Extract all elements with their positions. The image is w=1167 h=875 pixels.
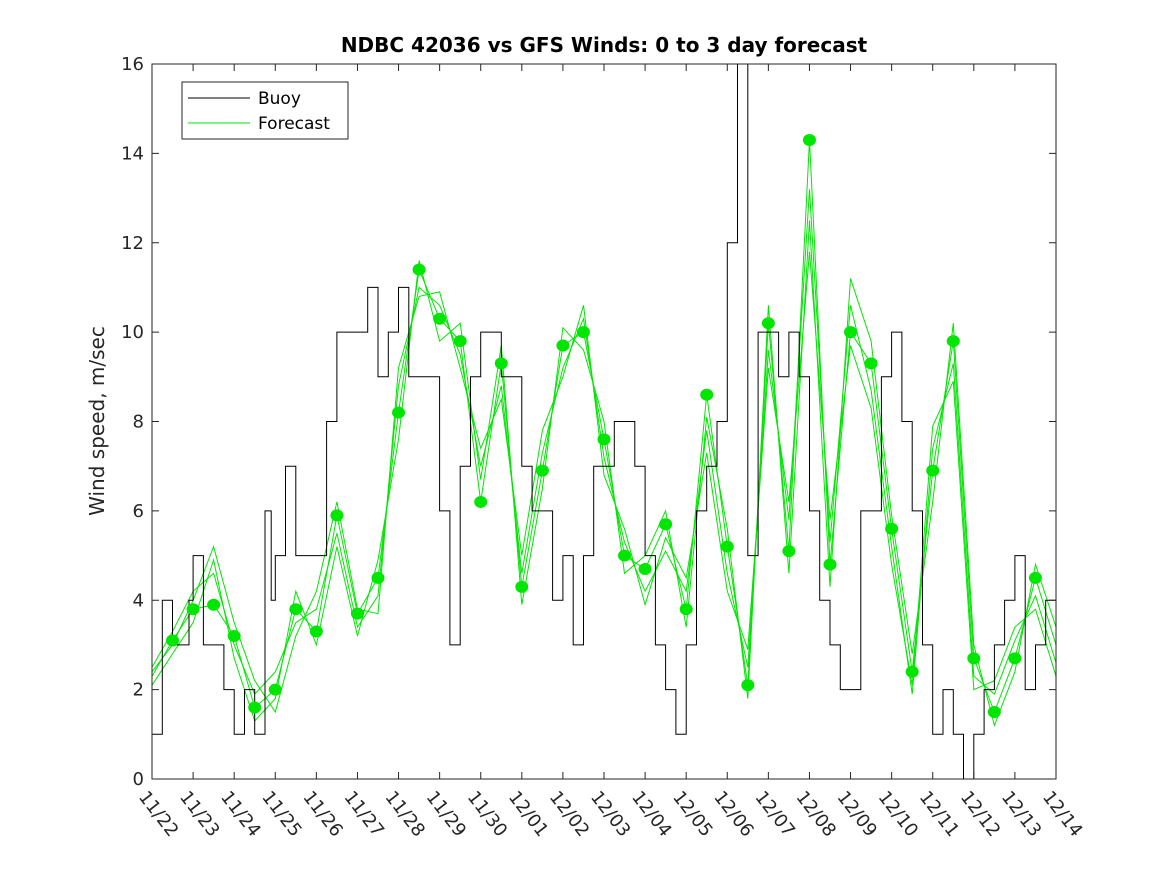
forecast-point <box>987 705 1001 718</box>
forecast-point <box>412 263 426 276</box>
y-axis-label: Wind speed, m/sec <box>85 326 109 516</box>
forecast-point <box>248 701 262 714</box>
plot-series <box>151 63 1057 780</box>
forecast-point <box>371 571 385 584</box>
y-tick-label: 8 <box>133 412 144 433</box>
forecast-point <box>926 464 940 477</box>
forecast-point <box>474 495 488 508</box>
legend: Buoy Forecast <box>181 81 349 140</box>
forecast-point <box>453 335 467 348</box>
forecast-point <box>905 665 919 678</box>
forecast-point <box>823 558 837 571</box>
forecast-point <box>166 634 180 647</box>
y-tick-label: 2 <box>133 680 144 701</box>
forecast-point <box>844 326 858 339</box>
y-tick-label: 16 <box>121 54 144 75</box>
forecast-point <box>227 630 241 642</box>
forecast-point <box>638 562 652 575</box>
forecast-point <box>392 406 406 419</box>
forecast-point <box>700 388 714 401</box>
forecast-point <box>802 133 816 146</box>
forecast-point <box>618 549 632 562</box>
y-axis: 0 2 4 6 8 10 12 14 16 <box>121 54 1056 790</box>
forecast-point <box>330 509 344 522</box>
forecast-point <box>576 326 590 339</box>
forecast-point <box>535 464 549 477</box>
forecast-point <box>350 607 364 620</box>
forecast-point <box>741 679 755 692</box>
forecast-point <box>761 317 775 330</box>
forecast-point <box>268 683 282 696</box>
forecast-point <box>556 339 570 352</box>
legend-label-forecast: Forecast <box>258 114 330 134</box>
forecast-point <box>494 357 508 370</box>
forecast-point <box>433 312 447 325</box>
y-tick-label: 12 <box>121 233 144 254</box>
forecast-point <box>597 433 611 446</box>
forecast-point <box>1028 571 1042 584</box>
forecast-point <box>207 598 221 611</box>
forecast-point <box>289 603 303 616</box>
y-tick-label: 14 <box>121 143 144 164</box>
forecast-point <box>515 580 529 593</box>
forecast-series-line <box>151 220 1057 728</box>
forecast-point <box>885 522 899 535</box>
forecast-series-line <box>151 251 1057 714</box>
forecast-point <box>782 545 796 558</box>
forecast-point <box>1008 652 1022 665</box>
y-tick-label: 0 <box>133 769 144 790</box>
forecast-point <box>864 357 878 370</box>
forecast-point <box>309 625 323 638</box>
forecast-point <box>946 335 960 348</box>
buoy-series-line <box>152 63 1056 780</box>
legend-box <box>181 81 349 140</box>
forecast-point <box>186 603 200 616</box>
chart-title: NDBC 42036 vs GFS Winds: 0 to 3 day fore… <box>341 33 868 57</box>
forecast-point <box>659 518 673 531</box>
y-tick-label: 10 <box>121 322 144 343</box>
y-tick-label: 6 <box>133 501 144 522</box>
forecast-point <box>967 652 981 665</box>
legend-label-buoy: Buoy <box>258 89 301 109</box>
forecast-point <box>679 603 693 616</box>
forecast-point <box>720 540 734 553</box>
y-tick-label: 4 <box>133 590 144 611</box>
